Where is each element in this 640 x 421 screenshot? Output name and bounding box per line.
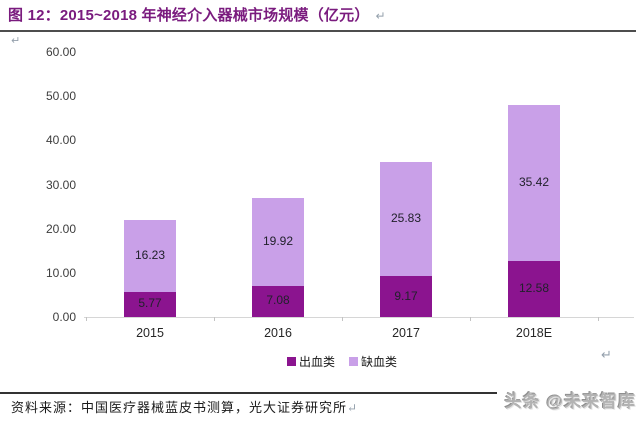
y-axis-tick-label: 30.00 [45, 177, 76, 192]
x-axis-tick [470, 317, 471, 321]
bar-value-label: 16.23 [134, 247, 166, 262]
legend-item-出血类: 出血类 [286, 353, 335, 370]
legend-label: 出血类 [298, 355, 335, 369]
x-axis-category-label: 2018E [515, 326, 553, 340]
bar-segment-出血类: 9.17 [380, 276, 432, 317]
chart-legend: 出血类 缺血类 [86, 353, 598, 370]
bar-value-label: 35.42 [518, 175, 550, 190]
source-note: 资料来源：中国医疗器械蓝皮书测算，光大证券研究所↵ [11, 397, 358, 416]
x-axis-tick [214, 317, 215, 321]
bar-segment-缺血类: 19.92 [252, 197, 304, 286]
legend-swatch-icon [286, 357, 296, 366]
figure-title: 图 12：2015~2018 年神经介入器械市场规模（亿元） [8, 7, 370, 24]
plot-area: 5.77 16.23 7.08 19.92 9.17 25.83 12.58 35.42 [86, 52, 598, 317]
x-axis-category-label: 2015 [136, 326, 164, 340]
y-axis-tick-label: 50.00 [45, 89, 76, 104]
legend-label: 缺血类 [361, 355, 398, 369]
bar-value-label: 19.92 [262, 233, 294, 248]
bar-value-label: 7.08 [266, 293, 290, 308]
bar-segment-缺血类: 25.83 [380, 162, 432, 277]
bar-segment-出血类: 7.08 [252, 285, 304, 317]
title-divider [0, 30, 636, 32]
source-note-text: 资料来源：中国医疗器械蓝皮书测算，光大证券研究所 [11, 400, 348, 415]
line-break-icon: ↵ [347, 401, 359, 415]
line-break-icon: ↵ [11, 35, 21, 47]
bar-segment-出血类: 5.77 [124, 291, 176, 317]
bar-value-label: 25.83 [390, 211, 422, 226]
y-axis-tick-label: 0.00 [52, 310, 76, 324]
x-axis-tick [598, 317, 599, 321]
figure-title-row: 图 12：2015~2018 年神经介入器械市场规模（亿元） ↵ [8, 4, 632, 25]
line-break-icon: ↵ [601, 347, 612, 362]
x-axis-category-label: 2016 [264, 326, 292, 340]
bar-segment-缺血类: 35.42 [508, 105, 560, 262]
y-axis-tick-label: 20.00 [45, 221, 76, 236]
bar-value-label: 5.77 [138, 296, 162, 311]
bar-value-label: 9.17 [394, 288, 418, 303]
y-axis-tick-label: 60.00 [45, 45, 76, 59]
bar-segment-缺血类: 16.23 [124, 219, 176, 292]
legend-swatch-icon [349, 357, 358, 366]
x-axis-line [84, 317, 634, 318]
footer-divider [0, 392, 636, 394]
x-axis-tick [342, 317, 343, 321]
x-axis-category-label: 2017 [392, 326, 420, 340]
line-break-icon: ↵ [375, 9, 386, 23]
y-axis-tick-label: 10.00 [45, 265, 76, 280]
x-axis-tick [86, 317, 87, 321]
watermark: 头条 @未来智库 [496, 385, 638, 414]
y-axis-tick-label: 40.00 [45, 133, 76, 148]
legend-item-缺血类: 缺血类 [349, 353, 397, 370]
bar-value-label: 12.58 [518, 281, 550, 296]
bar-segment-出血类: 12.58 [508, 261, 560, 317]
